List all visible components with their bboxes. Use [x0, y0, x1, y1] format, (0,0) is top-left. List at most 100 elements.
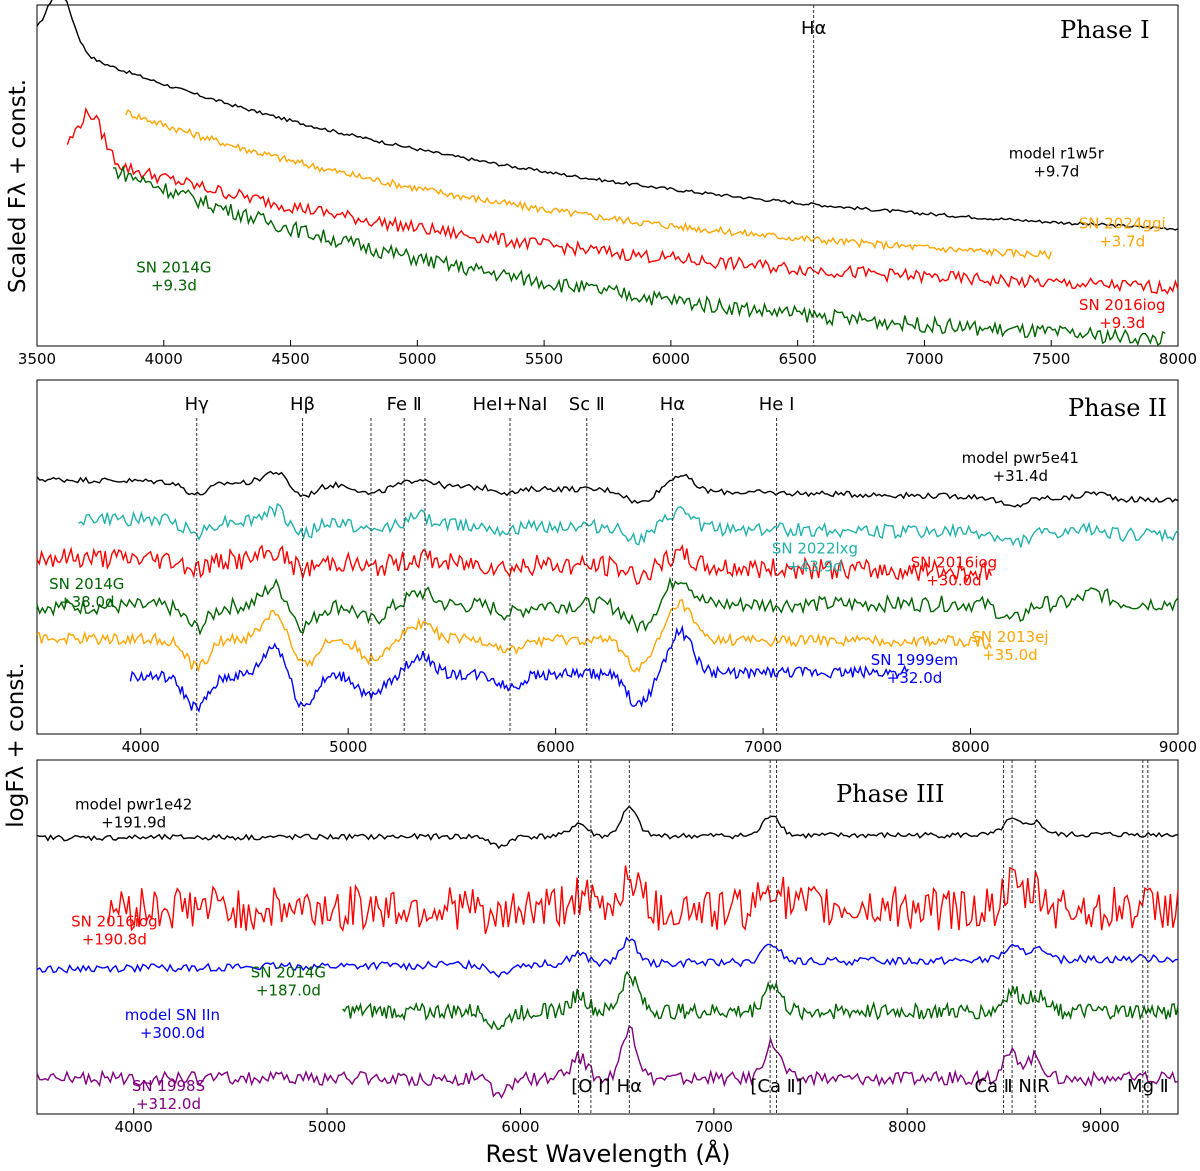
series-name-label: SN 2016iog — [911, 554, 998, 572]
series-phase-label: +35.0d — [982, 646, 1038, 664]
panel-phase-2: Hγ Hβ Fe Ⅱ HeI+NaI Sc Ⅱ Hα He I 4000 5000 6000 70… — [36, 379, 1197, 756]
series-name-label: model SN IIn — [125, 1006, 220, 1024]
x-ticks: 4000 5000 6000 7000 8000 9000 — [122, 728, 1197, 756]
spectrum-sn-2016iog — [107, 865, 1179, 935]
spectrum-model-pwr5e41 — [36, 470, 1179, 508]
panel-phase-3: [O I] Hα [Ca Ⅱ] Ca Ⅱ NIR Mg Ⅱ 4000 5000 6000 70… — [36, 759, 1179, 1136]
phase-title: Phase I — [1060, 16, 1150, 44]
x-tick-label: 7500 — [1032, 350, 1070, 368]
line-markers: Hα — [801, 5, 826, 346]
x-ticks: 4000 5000 6000 7000 8000 9000 — [115, 1108, 1120, 1136]
series-name-label: SN 1998S — [132, 1077, 205, 1095]
series-phase-label: +312.0d — [136, 1095, 201, 1113]
x-tick-label: 6000 — [537, 738, 575, 756]
x-tick-label: 5000 — [329, 738, 367, 756]
x-tick-label: 7000 — [695, 1118, 733, 1136]
series-name-label: model r1w5r — [1009, 144, 1105, 162]
x-tick-label: 7000 — [905, 350, 943, 368]
spectrum-sn-2014g — [113, 164, 1166, 347]
line-label: [O I] — [571, 1076, 610, 1097]
spectrum-sn-2014g — [342, 970, 1179, 1031]
line-markers: Hγ Hβ Fe Ⅱ HeI+NaI Sc Ⅱ Hα He I — [185, 394, 795, 734]
x-tick-label: 3500 — [18, 350, 56, 368]
spectrum-sn-2016iog — [36, 544, 992, 586]
series-name-label: SN 2014G — [49, 575, 124, 593]
x-tick-label: 8000 — [1159, 350, 1197, 368]
line-label: Hα — [660, 394, 685, 415]
series-name-label: SN 1999em — [871, 651, 959, 669]
phase-title: Phase III — [836, 780, 945, 808]
series-phase-label: +191.9d — [101, 814, 166, 832]
spectrum-model-sn-iin — [36, 936, 1179, 978]
series-phase-label: +38.0d — [59, 593, 115, 611]
x-tick-label: 5000 — [308, 1118, 346, 1136]
spectrum-model-pwr1e42 — [36, 805, 1179, 850]
series-labels: model pwr5e41+31.4d SN 2022lxg+43.9d SN 20… — [49, 449, 1079, 687]
x-ticks: 3500 4000 4500 5000 5500 6000 6500 7000 7500 8000 — [18, 340, 1197, 368]
line-label: He I — [759, 394, 795, 415]
x-tick-label: 5000 — [398, 350, 436, 368]
x-axis-label: Rest Wavelength (Å) — [485, 1139, 730, 1168]
series-labels: model pwr1e42+191.9d SN 2016iog+190.8d mod… — [71, 796, 326, 1113]
line-label: Hα — [801, 18, 826, 39]
spectrum-sn-2013ej — [36, 599, 992, 673]
series-name-label: SN 2014G — [136, 259, 211, 277]
series-labels: model r1w5r+9.7d SN 2024ggi+3.7d SN 2016io… — [136, 144, 1165, 332]
series-name-label: model pwr5e41 — [962, 449, 1079, 467]
spectrum-sn-1998s — [36, 1024, 1179, 1099]
spectrum-sn-2014g — [36, 576, 1179, 636]
y-axis-label-top: Scaled Fλ + const. — [5, 79, 31, 293]
spectrum-sn-2016iog — [66, 106, 1179, 295]
panel-frame — [36, 759, 1179, 1115]
spectra-group — [36, 805, 1179, 1099]
panel-frame — [36, 379, 1179, 735]
x-tick-label: 4500 — [271, 350, 309, 368]
line-label: Sc Ⅱ — [569, 394, 605, 415]
y-axis-label-bottom: logFλ + const. — [3, 662, 29, 827]
series-name-label: SN 2024ggi — [1079, 214, 1166, 232]
x-tick-label: 4000 — [122, 738, 160, 756]
series-phase-label: +9.7d — [1033, 162, 1079, 180]
spectra-group — [36, 470, 1179, 713]
x-tick-label: 9000 — [1159, 738, 1197, 756]
spectrum-sn-2024ggi — [125, 109, 1052, 260]
series-phase-label: +31.4d — [993, 467, 1049, 485]
series-name-label: SN 2014G — [251, 964, 326, 982]
x-tick-label: 6500 — [779, 350, 817, 368]
x-tick-label: 8000 — [888, 1118, 926, 1136]
line-label: [Ca Ⅱ] — [750, 1076, 802, 1097]
series-phase-label: +187.0d — [256, 982, 321, 1000]
phase-title: Phase II — [1068, 394, 1167, 422]
line-label: HeI+NaI — [473, 394, 548, 415]
line-label: Hγ — [185, 394, 210, 415]
series-name-label: SN 2016iog — [1079, 296, 1166, 314]
line-label: Hβ — [290, 394, 315, 415]
line-label: Fe Ⅱ — [387, 394, 422, 415]
spectrum-sn-1999em — [129, 624, 909, 713]
x-tick-label: 8000 — [951, 738, 989, 756]
x-tick-label: 6000 — [652, 350, 690, 368]
spectra-group — [36, 0, 1179, 347]
series-phase-label: +32.0d — [887, 669, 943, 687]
line-label: Mg Ⅱ — [1127, 1076, 1169, 1097]
series-name-label: SN 2013ej — [971, 628, 1048, 646]
spectrum-sn-2022lxg — [78, 502, 1179, 548]
x-tick-label: 6000 — [501, 1118, 539, 1136]
series-name-label: model pwr1e42 — [75, 796, 192, 814]
x-tick-label: 5500 — [525, 350, 563, 368]
series-phase-label: +3.7d — [1099, 232, 1145, 250]
panel-frame — [36, 4, 1179, 347]
x-tick-label: 4000 — [115, 1118, 153, 1136]
x-tick-label: 4000 — [145, 350, 183, 368]
spectrum-model-r1w5r — [36, 0, 1179, 231]
series-phase-label: +300.0d — [140, 1024, 205, 1042]
line-markers: [O I] Hα [Ca Ⅱ] Ca Ⅱ NIR Mg Ⅱ — [571, 760, 1169, 1114]
series-phase-label: +9.3d — [1099, 314, 1145, 332]
series-phase-label: +43.9d — [787, 557, 843, 575]
series-name-label: SN 2022lxg — [772, 539, 858, 557]
line-label: Hα — [617, 1076, 642, 1097]
series-phase-label: +9.3d — [151, 277, 197, 295]
series-name-label: SN 2016iog — [71, 912, 158, 930]
series-phase-label: +190.8d — [82, 930, 147, 948]
